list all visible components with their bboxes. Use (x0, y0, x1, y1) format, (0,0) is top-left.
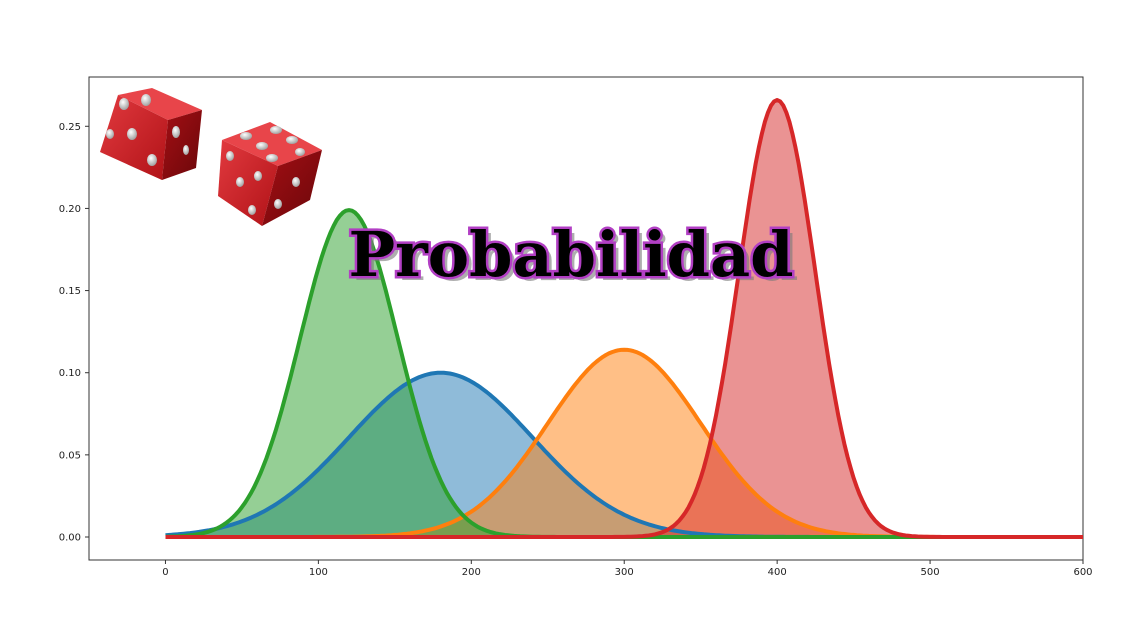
x-tick-label: 200 (462, 567, 481, 578)
y-tick-label: 0.20 (59, 204, 81, 215)
x-tick-label: 100 (309, 567, 328, 578)
x-tick-label: 300 (615, 567, 634, 578)
x-axis-ticks: 0 100 200 300 400 500 600 (162, 560, 1093, 578)
y-tick-label: 0.15 (59, 286, 81, 297)
dice-illustration (100, 88, 322, 226)
chart-title-shadow: Probabilidad (353, 222, 798, 295)
series-2-area (165, 210, 1083, 537)
y-tick-label: 0.00 (59, 533, 81, 544)
series-3-line (165, 98, 1083, 539)
series-1-area (165, 349, 1083, 537)
x-tick-label: 600 (1073, 567, 1092, 578)
y-tick-label: 0.25 (59, 122, 81, 133)
y-tick-label: 0.10 (59, 368, 81, 379)
chart-title: Probabilidad (348, 218, 793, 291)
x-tick-label: 400 (768, 567, 787, 578)
die-left-icon (100, 88, 202, 180)
y-tick-label: 0.05 (59, 450, 81, 461)
series-lines (165, 98, 1083, 539)
die-right-icon (218, 122, 322, 226)
x-tick-label: 0 (162, 567, 168, 578)
y-axis-ticks: 0.00 0.05 0.10 0.15 0.20 0.25 (59, 122, 89, 544)
series-fills (165, 100, 1083, 537)
x-tick-label: 500 (921, 567, 940, 578)
